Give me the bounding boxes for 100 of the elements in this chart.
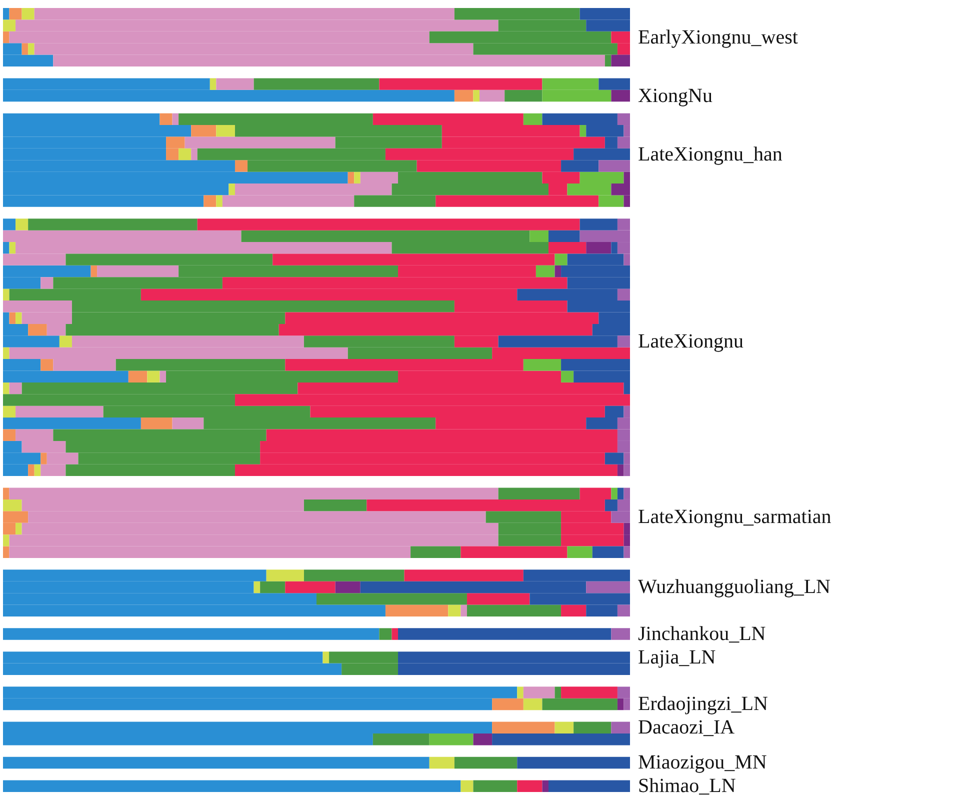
y-tick-label: Miaozigou_MN <box>638 752 767 774</box>
y-tick-label: Jinchankou_LN <box>638 623 766 646</box>
bar <box>3 20 16 32</box>
bar <box>178 148 192 160</box>
bar <box>16 312 22 324</box>
bar <box>473 90 480 102</box>
bar <box>586 581 630 594</box>
bar <box>191 125 216 137</box>
bar <box>598 160 630 172</box>
bar <box>604 499 618 512</box>
bar <box>523 113 542 126</box>
bar <box>517 756 630 769</box>
bar <box>3 382 10 394</box>
bar <box>523 698 542 710</box>
bar <box>492 722 555 734</box>
bar <box>160 370 166 382</box>
bar <box>285 581 336 594</box>
bar <box>228 184 235 196</box>
bar <box>379 628 392 640</box>
bar <box>379 78 542 90</box>
bar <box>40 452 47 464</box>
bar <box>354 172 360 184</box>
bar <box>16 406 104 418</box>
bar <box>574 722 612 734</box>
bar <box>580 218 618 230</box>
bar <box>617 336 630 348</box>
bar <box>335 581 360 594</box>
bar <box>316 593 467 605</box>
bar <box>28 324 47 336</box>
bar <box>473 733 492 746</box>
bar <box>140 418 172 430</box>
bar <box>554 254 568 266</box>
bar <box>160 113 172 126</box>
bar <box>617 464 624 476</box>
bar <box>322 652 330 664</box>
bar <box>498 488 580 500</box>
y-tick-label: LateXiongnu_sarmatian <box>638 506 832 528</box>
bar <box>3 31 10 44</box>
bar <box>536 265 555 278</box>
bar <box>90 265 98 278</box>
bar <box>234 160 248 172</box>
bar <box>3 242 10 254</box>
y-tick-label: EarlyXiongnu_west <box>638 26 798 48</box>
bar <box>254 78 380 90</box>
bar <box>9 312 16 324</box>
bar <box>561 686 618 698</box>
bar <box>598 78 630 90</box>
bar <box>492 698 524 710</box>
bar <box>16 218 28 230</box>
bar <box>254 581 260 594</box>
bar <box>216 195 222 207</box>
bar <box>466 593 530 605</box>
bar <box>448 604 461 616</box>
bar <box>429 733 474 746</box>
bar <box>580 125 586 137</box>
bar <box>617 488 624 500</box>
bar <box>3 429 16 441</box>
bar <box>611 628 630 640</box>
y-tick-label: Wuzhuangguoliang_LN <box>638 576 830 598</box>
bar <box>554 722 574 734</box>
bar <box>554 265 562 278</box>
bar <box>592 546 624 558</box>
bar <box>561 604 586 616</box>
y-tick-label: Erdaojingzi_LN <box>638 693 768 716</box>
bar <box>3 628 380 640</box>
bar <box>466 604 562 616</box>
bar <box>372 733 430 746</box>
bar <box>266 570 304 582</box>
bar <box>28 218 198 230</box>
bar <box>586 242 612 254</box>
y-tick-label: LateXiongnu_han <box>638 143 782 166</box>
bar <box>611 488 618 500</box>
bar <box>197 218 580 230</box>
bar <box>567 546 592 558</box>
bar <box>617 698 624 710</box>
bar <box>480 90 505 102</box>
bar <box>454 756 518 769</box>
y-tick-label: XiongNu <box>638 84 712 107</box>
bar <box>216 78 254 90</box>
bar <box>172 113 179 126</box>
bar <box>97 265 179 278</box>
bar <box>504 90 542 102</box>
bar <box>16 522 22 535</box>
bar <box>561 370 574 382</box>
bar <box>40 277 54 289</box>
y-tick-label: Lajia_LN <box>638 646 716 668</box>
bar <box>304 570 404 582</box>
bar <box>530 230 548 242</box>
bar <box>604 452 624 464</box>
bar <box>523 686 555 698</box>
bar <box>3 347 10 360</box>
bar <box>22 43 28 55</box>
bar <box>3 8 10 20</box>
bar <box>517 686 524 698</box>
bar <box>3 780 461 792</box>
bar <box>548 780 630 792</box>
bar <box>147 370 160 382</box>
bar <box>611 90 630 102</box>
y-tick-label: Shimao_LN <box>638 775 736 798</box>
bar <box>3 488 10 500</box>
